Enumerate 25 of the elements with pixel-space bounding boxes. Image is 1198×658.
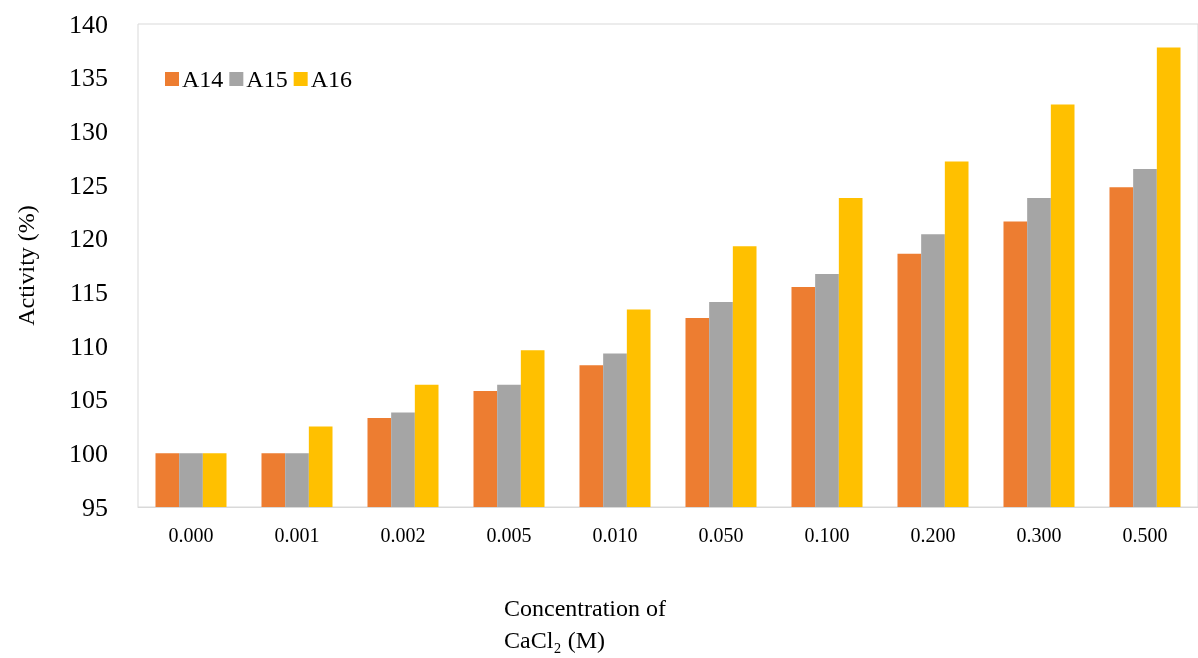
legend-label: A15 xyxy=(246,66,288,92)
x-axis-title: Concentration of CaCl₂ (M) xyxy=(504,595,672,653)
x-tick-label: 0.001 xyxy=(274,524,320,546)
y-tick-label: 125 xyxy=(69,170,108,200)
x-tick-label: 0.002 xyxy=(380,524,426,546)
y-tick-label: 135 xyxy=(69,63,108,93)
y-axis-title: Activity (%) xyxy=(13,205,39,326)
x-tick-label: 0.010 xyxy=(592,524,638,546)
y-tick-label: 95 xyxy=(82,492,108,522)
x-tick-label: 0.005 xyxy=(486,524,532,546)
y-tick-label: 130 xyxy=(69,116,108,146)
x-tick-label: 0.000 xyxy=(168,524,214,546)
y-tick-label: 120 xyxy=(69,224,108,254)
x-tick-label: 0.200 xyxy=(910,524,956,546)
x-tick-label: 0.500 xyxy=(1122,524,1168,546)
legend-label: A16 xyxy=(310,66,353,92)
y-tick-label: 105 xyxy=(69,385,108,415)
y-tick-label: 110 xyxy=(69,331,108,361)
y-tick-label: 115 xyxy=(69,277,108,307)
y-tick-label: 100 xyxy=(69,438,108,468)
legend-label: A14 xyxy=(182,66,224,92)
y-tick-label: 140 xyxy=(69,9,108,39)
x-tick-label: 0.100 xyxy=(804,524,850,546)
x-tick-label: 0.050 xyxy=(698,524,744,546)
x-tick-label: 0.300 xyxy=(1016,524,1062,546)
